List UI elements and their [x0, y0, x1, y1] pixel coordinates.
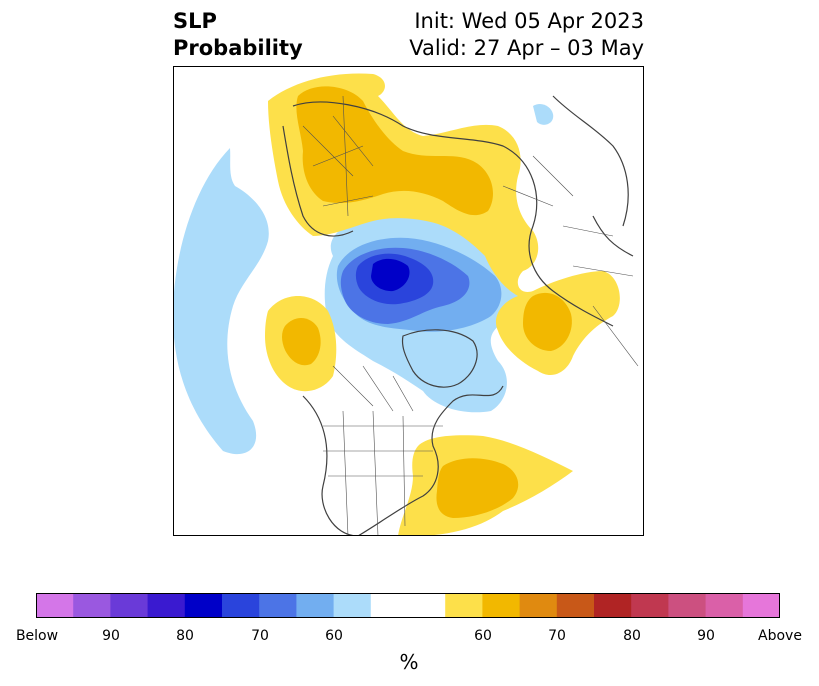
europe-borders	[302, 95, 374, 217]
cb-cell-above-6	[631, 593, 669, 618]
eurasia-coast	[292, 101, 614, 327]
greenland-coast	[401, 329, 478, 388]
cb-cell-below-6	[222, 593, 260, 618]
title-right: Init: Wed 05 Apr 2023 Valid: 27 Apr – 03…	[409, 8, 644, 62]
title-left: SLP Probability	[173, 8, 303, 62]
north-america-coast	[302, 385, 504, 536]
above-70-europe	[296, 86, 493, 216]
valid-range: Valid: 27 Apr – 03 May	[409, 36, 644, 60]
cb-label-below: Below	[15, 628, 59, 644]
colorbar-cells	[36, 593, 780, 618]
cb-cell-above-2	[482, 593, 521, 618]
cb-cell-below-4	[147, 593, 186, 618]
cb-cell-below-2	[73, 593, 111, 618]
below-60-pacific-arc	[173, 148, 269, 455]
cb-cell-above-7	[668, 593, 707, 618]
asia-borders	[502, 155, 639, 367]
cb-label-below-60: 60	[325, 628, 343, 644]
cb-cell-below-5	[184, 593, 223, 618]
cb-cell-below-3	[110, 593, 149, 618]
above-70-atlantic	[436, 458, 519, 518]
cb-cell-above-3	[519, 593, 558, 618]
cb-label-above-60: 60	[474, 628, 492, 644]
below-60-nw-pacific	[533, 103, 554, 125]
cb-label-below-70: 70	[251, 628, 269, 644]
asia-coast	[552, 95, 634, 257]
cb-cell-below-8	[296, 593, 335, 618]
cb-cell-above-1	[445, 593, 483, 618]
coastline-outlines	[282, 95, 634, 536]
cb-cell-below-1	[36, 593, 74, 618]
probability-map	[173, 66, 644, 536]
political-borders	[302, 95, 639, 536]
cb-cell-below-7	[259, 593, 297, 618]
above-70-alaska	[282, 317, 321, 366]
europe-coast	[282, 125, 354, 237]
init-date: Init: Wed 05 Apr 2023	[414, 9, 644, 33]
cb-cell-above-9	[742, 593, 780, 618]
cb-cell-above-4	[556, 593, 595, 618]
cb-cell-above-5	[594, 593, 632, 618]
cb-label-above-70: 70	[548, 628, 566, 644]
cb-cell-neutral	[370, 593, 446, 618]
cb-cell-below-9	[333, 593, 372, 618]
above-70-siberia	[523, 292, 572, 351]
below-max	[371, 258, 410, 292]
cb-label-above-80: 80	[623, 628, 641, 644]
cb-label-below-90: 90	[102, 628, 120, 644]
cb-cell-above-8	[705, 593, 744, 618]
colorbar-border	[36, 593, 780, 618]
title-variable: SLP	[173, 9, 217, 33]
cb-label-below-80: 80	[176, 628, 194, 644]
us-state-lines	[323, 410, 443, 536]
colorbar	[36, 593, 780, 618]
canada-province-lines	[332, 365, 414, 412]
cb-label-above-90: 90	[697, 628, 715, 644]
cb-label-above: Above	[758, 628, 802, 644]
colorbar-units: %	[399, 650, 419, 674]
title-product: Probability	[173, 36, 303, 60]
map-border	[173, 66, 644, 536]
